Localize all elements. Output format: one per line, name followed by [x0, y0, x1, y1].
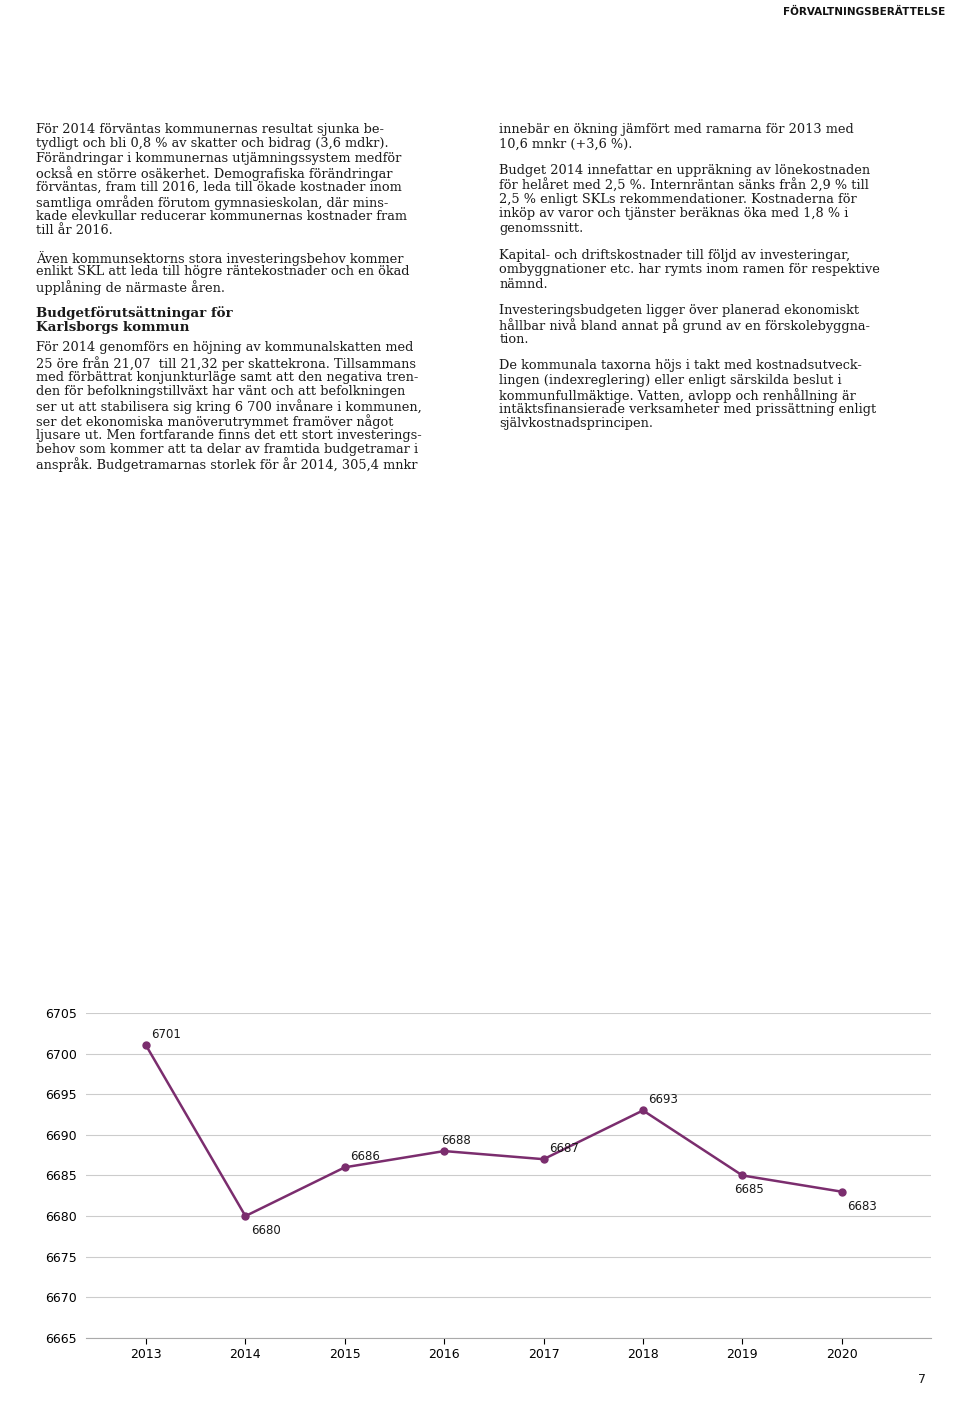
Text: lingen (indexreglering) eller enligt särskilda beslut i: lingen (indexreglering) eller enligt sär…: [499, 374, 842, 387]
Text: 6688: 6688: [442, 1135, 471, 1147]
Text: anspråk. Budgetramarnas storlek för år 2014, 305,4 mnkr: anspråk. Budgetramarnas storlek för år 2…: [36, 458, 418, 472]
Text: till år 2016.: till år 2016.: [36, 224, 113, 238]
Text: 6686: 6686: [350, 1150, 380, 1163]
Text: ombyggnationer etc. har rymts inom ramen för respektive: ombyggnationer etc. har rymts inom ramen…: [499, 263, 880, 276]
Text: Förändringar i kommunernas utjämningssystem medför: Förändringar i kommunernas utjämningssys…: [36, 151, 402, 165]
Text: den för befolkningstillväxt har vänt och att befolkningen: den för befolkningstillväxt har vänt och…: [36, 385, 406, 398]
Text: förväntas, fram till 2016, leda till ökade kostnader inom: förväntas, fram till 2016, leda till öka…: [36, 181, 402, 193]
Text: genomssnitt.: genomssnitt.: [499, 221, 584, 235]
Text: tion.: tion.: [499, 333, 529, 346]
Text: Investeringsbudgeten ligger över planerad ekonomiskt: Investeringsbudgeten ligger över planera…: [499, 304, 859, 317]
Text: inköp av varor och tjänster beräknas öka med 1,8 % i: inköp av varor och tjänster beräknas öka…: [499, 207, 849, 220]
Text: Karlsborgs kommun: Karlsborgs kommun: [36, 321, 190, 333]
Text: behov som kommer att ta delar av framtida budgetramar i: behov som kommer att ta delar av framtid…: [36, 443, 419, 455]
Text: 6685: 6685: [734, 1184, 764, 1196]
Text: 6683: 6683: [848, 1199, 877, 1213]
Text: med förbättrat konjunkturläge samt att den negativa tren-: med förbättrat konjunkturläge samt att d…: [36, 370, 419, 384]
Text: innebär en ökning jämfört med ramarna för 2013 med: innebär en ökning jämfört med ramarna fö…: [499, 123, 854, 136]
Text: För 2014 genomförs en höjning av kommunalskatten med: För 2014 genomförs en höjning av kommuna…: [36, 342, 414, 354]
Text: Kapital- och driftskostnader till följd av investeringar,: Kapital- och driftskostnader till följd …: [499, 248, 851, 262]
Text: för helåret med 2,5 %. Internräntan sänks från 2,9 % till: för helåret med 2,5 %. Internräntan sänk…: [499, 178, 869, 192]
Text: kade elevkullar reducerar kommunernas kostnader fram: kade elevkullar reducerar kommunernas ko…: [36, 210, 407, 223]
Text: tydligt och bli 0,8 % av skatter och bidrag (3,6 mdkr).: tydligt och bli 0,8 % av skatter och bid…: [36, 137, 389, 150]
Text: upplåning de närmaste åren.: upplåning de närmaste åren.: [36, 280, 226, 294]
Text: också en större osäkerhet. Demografiska förändringar: också en större osäkerhet. Demografiska …: [36, 167, 393, 181]
Text: kommunfullmäktige. Vatten, avlopp och renhållning är: kommunfullmäktige. Vatten, avlopp och re…: [499, 388, 856, 403]
Text: självkostnadsprincipen.: självkostnadsprincipen.: [499, 417, 653, 430]
Text: För 2014 förväntas kommunernas resultat sjunka be-: För 2014 förväntas kommunernas resultat …: [36, 123, 384, 136]
Text: 10,6 mnkr (+3,6 %).: 10,6 mnkr (+3,6 %).: [499, 137, 633, 150]
Text: enlikt SKL att leda till högre räntekostnader och en ökad: enlikt SKL att leda till högre räntekost…: [36, 266, 410, 279]
Text: 6687: 6687: [549, 1142, 579, 1156]
Text: 6701: 6701: [152, 1028, 181, 1041]
Text: samtliga områden förutom gymnasieskolan, där mins-: samtliga områden förutom gymnasieskolan,…: [36, 196, 389, 210]
Text: 7: 7: [919, 1373, 926, 1387]
Text: 25 öre från 21,07  till 21,32 per skattekrona. Tillsammans: 25 öre från 21,07 till 21,32 per skattek…: [36, 356, 417, 371]
Text: intäktsfinansierade verksamheter med prissättning enligt: intäktsfinansierade verksamheter med pri…: [499, 403, 876, 416]
Text: ljusare ut. Men fortfarande finns det ett stort investerings-: ljusare ut. Men fortfarande finns det et…: [36, 429, 422, 441]
Text: Budgetförutsättningar för: Budgetförutsättningar för: [36, 307, 233, 321]
Text: OMVÄRLDSANALYS: OMVÄRLDSANALYS: [725, 60, 946, 80]
Text: De kommunala taxorna höjs i takt med kostnadsutveck-: De kommunala taxorna höjs i takt med kos…: [499, 360, 862, 373]
Text: Även kommunsektorns stora investeringsbehov kommer: Även kommunsektorns stora investeringsbe…: [36, 251, 404, 266]
Text: nämnd.: nämnd.: [499, 277, 548, 290]
Text: 6680: 6680: [251, 1224, 280, 1237]
Text: ser ut att stabilisera sig kring 6 700 invånare i kommunen,: ser ut att stabilisera sig kring 6 700 i…: [36, 399, 422, 415]
Text: Befolkningsprognos 2006-2020: Befolkningsprognos 2006-2020: [43, 984, 252, 998]
Text: ser det ekonomiska manöverutrymmet framöver något: ser det ekonomiska manöverutrymmet framö…: [36, 415, 394, 429]
Text: hållbar nivå bland annat på grund av en förskolebyggna-: hållbar nivå bland annat på grund av en …: [499, 318, 870, 333]
Text: 6693: 6693: [649, 1094, 679, 1107]
Text: 2,5 % enligt SKLs rekommendationer. Kostnaderna för: 2,5 % enligt SKLs rekommendationer. Kost…: [499, 193, 857, 206]
Text: Budget 2014 innefattar en uppräkning av lönekostnaden: Budget 2014 innefattar en uppräkning av …: [499, 164, 871, 177]
Text: FÖRVALTNINGSBERÄTTELSE: FÖRVALTNINGSBERÄTTELSE: [783, 7, 946, 17]
